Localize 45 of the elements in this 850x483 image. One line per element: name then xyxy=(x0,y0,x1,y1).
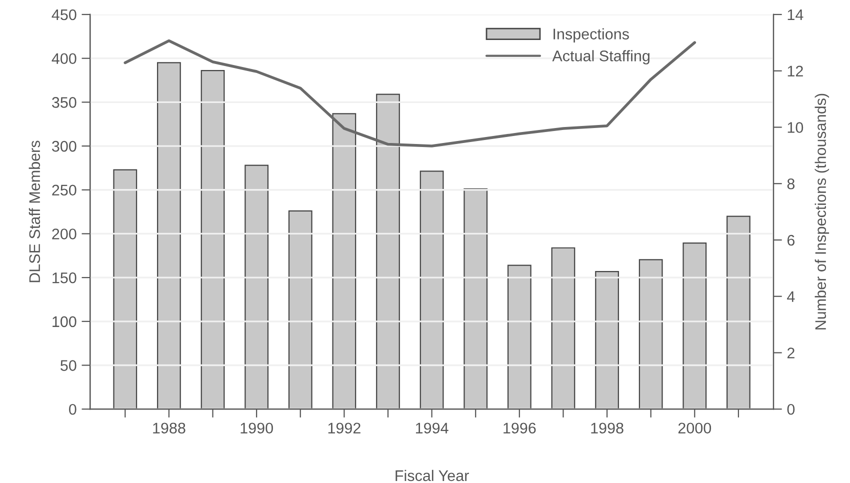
y2-tick-label: 4 xyxy=(787,291,795,302)
y2-tick-label: 8 xyxy=(787,178,795,190)
bar xyxy=(376,94,400,410)
y-tick-label: 150 xyxy=(52,272,76,284)
x-tick-label: 1998 xyxy=(591,422,624,434)
y2-tick-label: 2 xyxy=(787,348,794,358)
x-axis-title: Fiscal Year xyxy=(396,470,469,482)
x-tick-label: 2000 xyxy=(678,422,712,434)
bar xyxy=(332,113,356,410)
y-tick-label: 350 xyxy=(52,97,76,108)
bar xyxy=(113,169,138,410)
bar xyxy=(464,188,488,410)
y-tick-label: 100 xyxy=(52,316,76,328)
y2-axis-title: Number of Inspections (thousands) xyxy=(814,94,830,330)
y-tick-label: 300 xyxy=(52,140,76,152)
y2-tick-label: 10 xyxy=(788,122,804,133)
bar xyxy=(638,259,663,410)
y-tick-label: 50 xyxy=(60,360,76,371)
y-tick-label: 250 xyxy=(52,184,76,196)
bar xyxy=(420,170,444,410)
bar xyxy=(244,164,269,410)
y2-tick-label: 6 xyxy=(787,234,795,246)
bar xyxy=(595,270,619,410)
y-tick-label: 0 xyxy=(69,404,76,415)
x-tick-label: 1990 xyxy=(240,422,273,434)
y2-tick-label: 12 xyxy=(788,66,803,76)
bar xyxy=(157,62,181,410)
y-tick-label: 200 xyxy=(52,228,76,240)
bar xyxy=(682,242,707,410)
x-tick-label: 1994 xyxy=(416,422,448,434)
y-tick-label: 450 xyxy=(52,9,76,20)
bar xyxy=(726,216,750,410)
x-tick-label: 1992 xyxy=(328,422,360,434)
bar xyxy=(288,210,312,410)
x-tick-label: 1996 xyxy=(504,422,536,434)
y-axis-title: DLSE Staff Members xyxy=(28,140,40,282)
y2-tick-label: 14 xyxy=(788,10,804,20)
legend-label: Actual Staffing xyxy=(552,50,650,64)
y2-tick-label: 0 xyxy=(787,404,795,415)
bar xyxy=(551,247,576,410)
bar xyxy=(200,70,225,410)
y-tick-label: 400 xyxy=(52,53,76,64)
bar xyxy=(507,264,532,410)
legend-label: Inspections xyxy=(554,28,629,42)
x-tick-label: 1988 xyxy=(153,422,186,434)
